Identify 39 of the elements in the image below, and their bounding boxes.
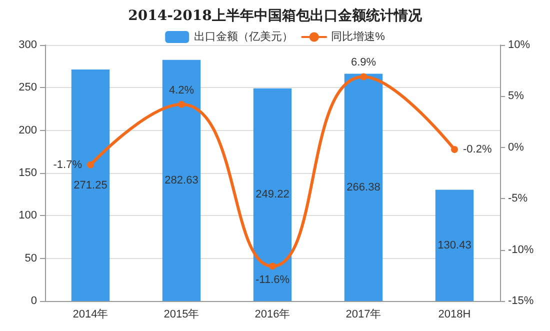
y2-tick-label: -15% <box>508 295 534 307</box>
point <box>87 161 94 168</box>
data-label: 249.22 <box>256 188 290 201</box>
y-tick-label: 0 <box>30 295 37 307</box>
y-tick-label: 250 <box>18 82 37 94</box>
y2-tick-label: 0% <box>508 141 524 154</box>
chart-title: 2014-2018上半年中国箱包出口金额统计情况 <box>128 7 423 24</box>
y-tick-label: 300 <box>18 39 37 51</box>
x-tick-label: 2018H <box>438 308 471 320</box>
y2-tick-label: 5% <box>508 90 524 102</box>
legend-label: 同比增速% <box>331 30 386 43</box>
y2-tick-label: -10% <box>508 244 534 256</box>
data-label: 4.2% <box>168 84 194 96</box>
point <box>269 262 276 270</box>
y-tick-label: 100 <box>18 210 37 222</box>
data-label: -11.6% <box>255 274 290 286</box>
x-tick-label: 2017年 <box>346 308 382 320</box>
data-label: -0.2% <box>463 143 492 156</box>
data-label: 271.25 <box>74 179 108 192</box>
y-tick-label: 150 <box>18 167 37 179</box>
x-tick-label: 2015年 <box>164 308 200 320</box>
x-tick-label: 2014年 <box>72 308 108 320</box>
y2-tick-label: 10% <box>508 39 530 51</box>
legend-label: 出口金额（亿美元） <box>194 30 294 43</box>
bar <box>253 88 292 301</box>
y-tick-label: 200 <box>18 124 37 136</box>
y2-tick-label: -5% <box>508 192 528 205</box>
data-label: 282.63 <box>164 174 198 186</box>
data-label: 266.38 <box>346 181 380 194</box>
bar <box>344 74 383 301</box>
data-label: 130.43 <box>438 239 472 252</box>
point <box>178 100 185 108</box>
bar <box>162 60 201 301</box>
point <box>451 146 458 153</box>
y-tick-label: 50 <box>24 252 37 264</box>
data-label: 6.9% <box>350 56 376 69</box>
point <box>360 73 367 80</box>
bar <box>435 190 474 301</box>
x-tick-label: 2016年 <box>254 308 290 320</box>
